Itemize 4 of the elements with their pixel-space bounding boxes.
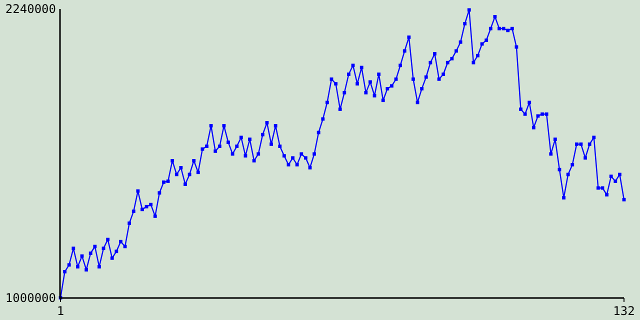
x-tick-label: 1 bbox=[56, 304, 64, 318]
y-tick-label: 1000000 bbox=[5, 291, 56, 305]
y-tick-label: 2240000 bbox=[5, 2, 56, 16]
x-tick-label: 132 bbox=[613, 304, 635, 318]
